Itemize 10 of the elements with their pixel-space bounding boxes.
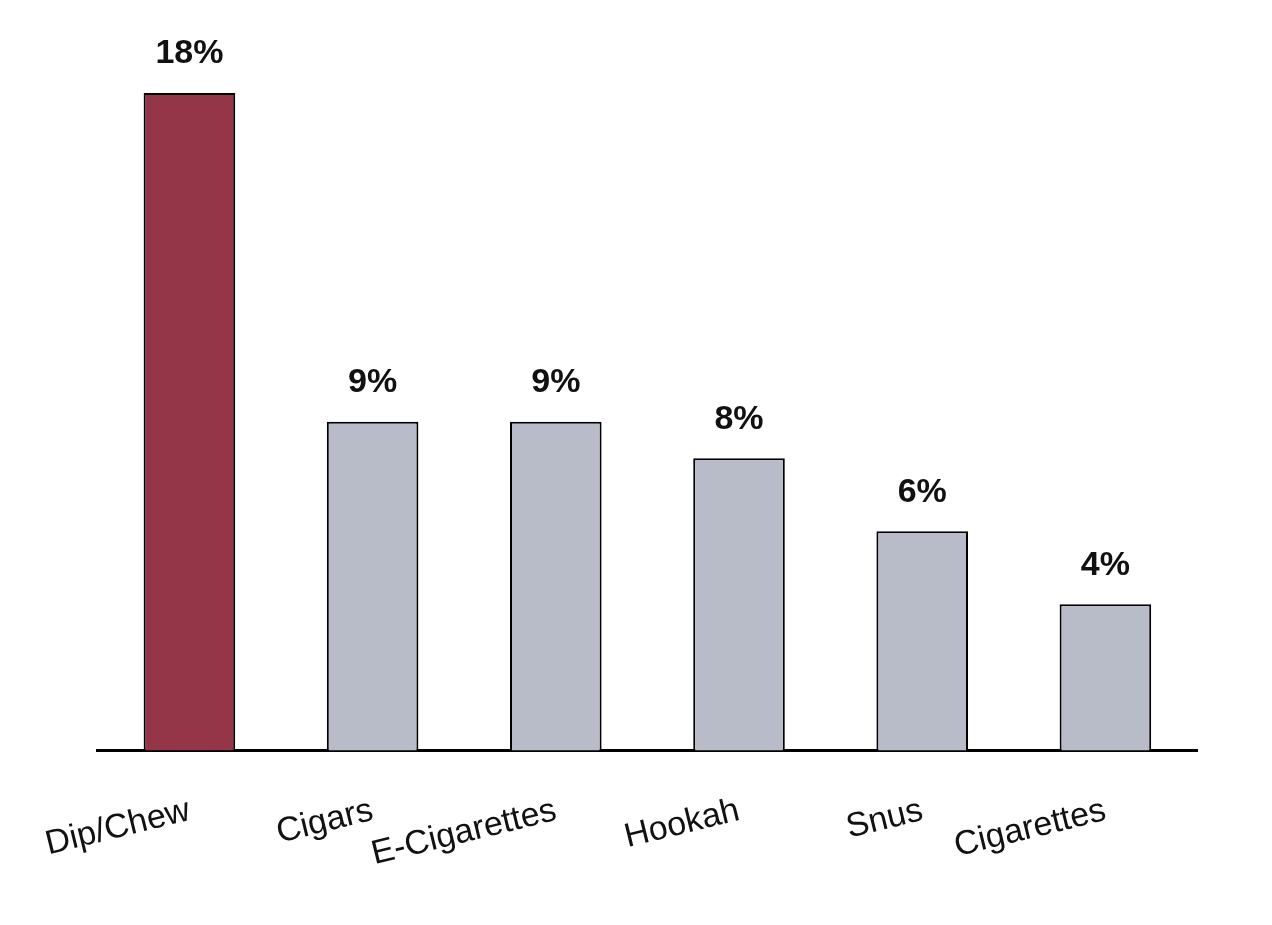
x-tick-label: Snus: [841, 789, 927, 845]
x-tick-label: Hookah: [620, 789, 743, 855]
data-label: 18%: [155, 32, 224, 71]
data-label: 6%: [897, 470, 947, 509]
data-label: 4%: [1080, 543, 1130, 582]
x-tick-label: Cigarettes: [949, 789, 1110, 863]
data-label: 8%: [714, 397, 764, 436]
data-label: 9%: [531, 361, 581, 400]
x-tick-label: Dip/Chew: [41, 789, 194, 862]
data-label: 9%: [348, 361, 398, 400]
